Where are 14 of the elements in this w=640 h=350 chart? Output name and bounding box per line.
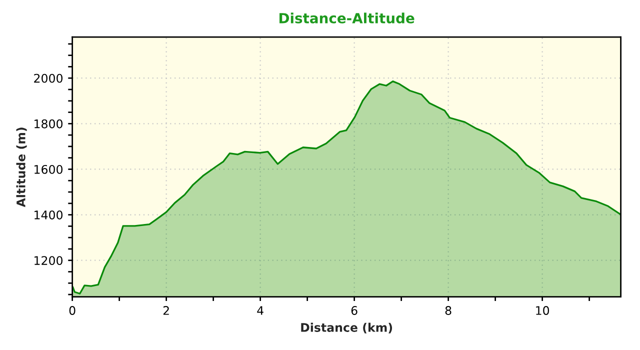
x-tick-label: 10 xyxy=(536,306,550,315)
x-tick-label: 4 xyxy=(257,306,264,315)
y-tick-label: 1200 xyxy=(34,256,63,266)
x-axis-title: Distance (km) xyxy=(301,322,392,334)
y-axis-title: Altitude (m) xyxy=(16,128,27,208)
x-tick-label: 6 xyxy=(351,306,358,315)
y-tick-label: 1400 xyxy=(34,210,63,220)
x-tick-label: 2 xyxy=(163,306,169,315)
y-tick-label: 1800 xyxy=(34,119,63,128)
x-tick-label: 0 xyxy=(69,306,76,315)
y-tick-label: 2000 xyxy=(34,74,63,83)
chart-title: Distance-Altitude xyxy=(280,12,414,24)
x-tick-label: 8 xyxy=(445,306,452,315)
y-tick-label: 1600 xyxy=(34,164,63,174)
